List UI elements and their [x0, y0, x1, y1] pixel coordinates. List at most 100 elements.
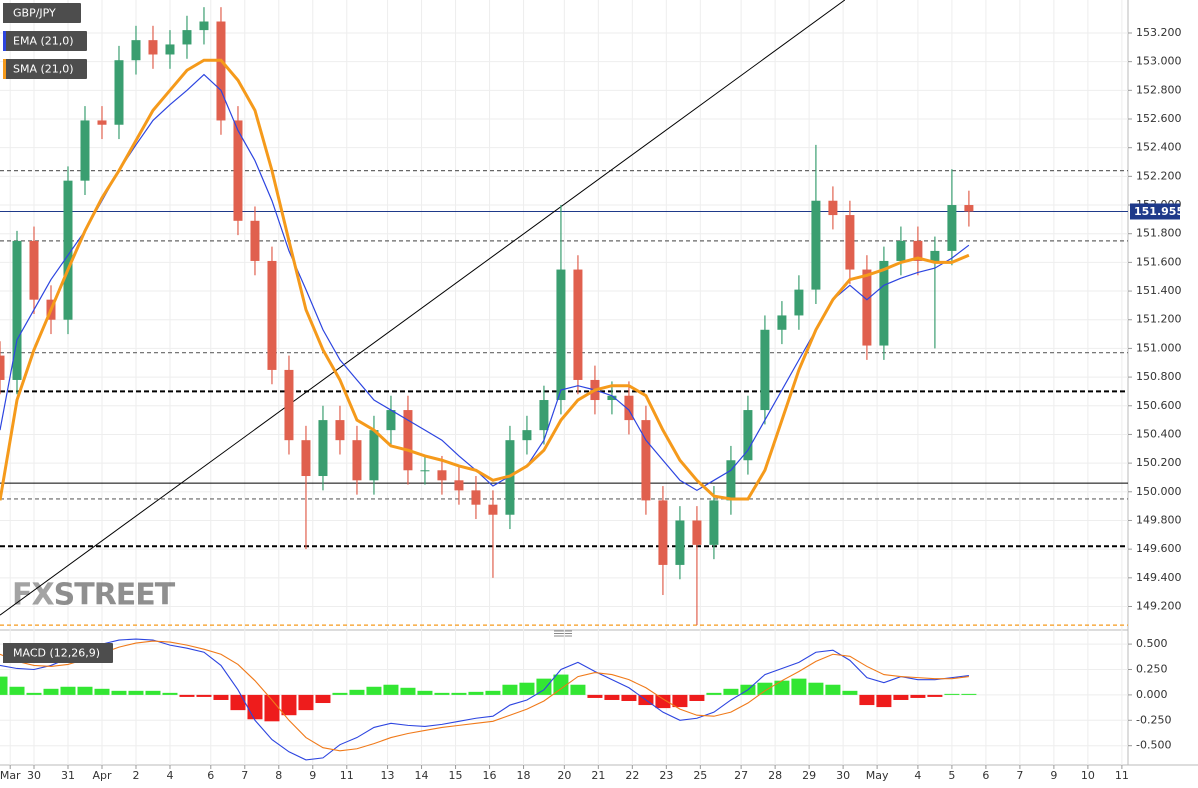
- y-tick-label: -0.250: [1136, 713, 1171, 726]
- panel-handle: [554, 630, 572, 637]
- histogram-bar: [689, 694, 705, 701]
- histogram-bar: [553, 674, 569, 695]
- x-tick-label: 6: [207, 769, 214, 782]
- histogram-bar: [961, 693, 977, 695]
- y-tick-label: 150.000: [1136, 485, 1182, 498]
- x-tick-label: 18: [517, 769, 531, 782]
- last-price-box: [1130, 203, 1180, 220]
- y-tick-label: 150.800: [1136, 370, 1182, 383]
- candle-body: [760, 329, 770, 411]
- y-tick-label: 0.000: [1136, 688, 1168, 701]
- candle-body: [420, 470, 430, 472]
- y-tick-label: 151.200: [1136, 313, 1182, 326]
- histogram-bar: [162, 692, 178, 695]
- overlay-line: [0, 73, 970, 492]
- candle-body: [250, 220, 260, 261]
- y-tick-label: 150.400: [1136, 427, 1182, 440]
- histogram-bar: [706, 692, 722, 695]
- histogram-bar: [621, 694, 637, 701]
- histogram-bar: [927, 694, 943, 697]
- y-tick-label: 152.800: [1136, 83, 1182, 96]
- signal-line: [0, 640, 969, 752]
- candle-body: [896, 240, 906, 261]
- histogram-bar: [791, 678, 807, 695]
- histogram-bar: [196, 694, 212, 697]
- candle-body: [335, 420, 345, 441]
- candle-body: [182, 30, 192, 45]
- histogram-bar: [230, 694, 246, 711]
- y-tick-label: 151.400: [1136, 284, 1182, 297]
- candle-body: [318, 420, 328, 477]
- histogram-bar: [876, 694, 892, 708]
- histogram-bar: [672, 694, 688, 708]
- histogram-bar: [264, 694, 280, 722]
- candle-body: [369, 430, 379, 481]
- candle-body: [573, 269, 583, 380]
- candle-body: [114, 60, 124, 125]
- y-tick-label: 153.200: [1136, 26, 1182, 39]
- x-tick-label: 15: [449, 769, 463, 782]
- legend-item: MACD (12,26,9): [3, 643, 113, 663]
- legend-label: MACD (12,26,9): [13, 647, 100, 660]
- x-tick-label: 20: [557, 769, 571, 782]
- macd-line: [0, 638, 969, 761]
- candle-body: [624, 395, 634, 421]
- legend-swatch: [3, 31, 6, 51]
- candle-body: [675, 520, 685, 565]
- legend-item: EMA (21,0): [3, 31, 87, 51]
- histogram-bar: [536, 678, 552, 695]
- x-tick-label: Apr: [92, 769, 112, 782]
- legend-swatch: [3, 643, 6, 663]
- candle-body: [403, 410, 413, 471]
- candle-body: [964, 205, 974, 212]
- y-tick-label: -0.500: [1136, 739, 1171, 752]
- x-tick-label: 31: [61, 769, 75, 782]
- candle-body: [828, 200, 838, 216]
- x-tick-label: 2: [132, 769, 139, 782]
- candle-body: [913, 240, 923, 261]
- candle-body: [947, 205, 957, 251]
- x-tick-label: 11: [1115, 769, 1129, 782]
- x-tick-label: 30: [27, 769, 41, 782]
- histogram-bar: [757, 682, 773, 695]
- legend-swatch: [3, 3, 6, 23]
- histogram-bar: [315, 694, 331, 704]
- watermark: STREET: [54, 578, 176, 613]
- y-tick-label: 0.250: [1136, 662, 1168, 675]
- x-tick-label: May: [866, 769, 889, 782]
- x-tick-label: 13: [381, 769, 395, 782]
- candle-body: [641, 420, 651, 501]
- histogram-bar: [485, 690, 501, 695]
- histogram-bar: [893, 694, 909, 700]
- histogram-bar: [247, 694, 263, 720]
- legend-box: [3, 59, 87, 79]
- x-tick-label: 11: [340, 769, 354, 782]
- x-tick-label: 29: [802, 769, 816, 782]
- y-tick-label: 149.200: [1136, 599, 1182, 612]
- x-tick-label: 25: [693, 769, 707, 782]
- x-tick-label: 23: [659, 769, 673, 782]
- histogram-bar: [26, 692, 42, 695]
- histogram-bar: [60, 686, 76, 695]
- legend-label: EMA (21,0): [13, 35, 74, 48]
- histogram-bar: [43, 688, 59, 695]
- candle-body: [692, 520, 702, 545]
- histogram-bar: [655, 694, 671, 709]
- histogram-bar: [94, 688, 110, 695]
- x-tick-label: 9: [1050, 769, 1057, 782]
- x-tick-label: 4: [166, 769, 173, 782]
- histogram-bar: [842, 690, 858, 695]
- overlay-line: [0, 58, 970, 501]
- candle-body: [794, 289, 804, 316]
- histogram-bar: [417, 690, 433, 695]
- y-tick-label: 150.600: [1136, 399, 1182, 412]
- candle-body: [437, 470, 447, 481]
- candle-body: [607, 395, 617, 401]
- candle-body: [743, 410, 753, 461]
- x-tick-label: 21: [591, 769, 605, 782]
- y-tick-label: 0.500: [1136, 637, 1168, 650]
- candle-body: [284, 369, 294, 441]
- x-tick-label: 7: [1016, 769, 1023, 782]
- histogram-bar: [808, 682, 824, 695]
- candle-body: [12, 240, 22, 380]
